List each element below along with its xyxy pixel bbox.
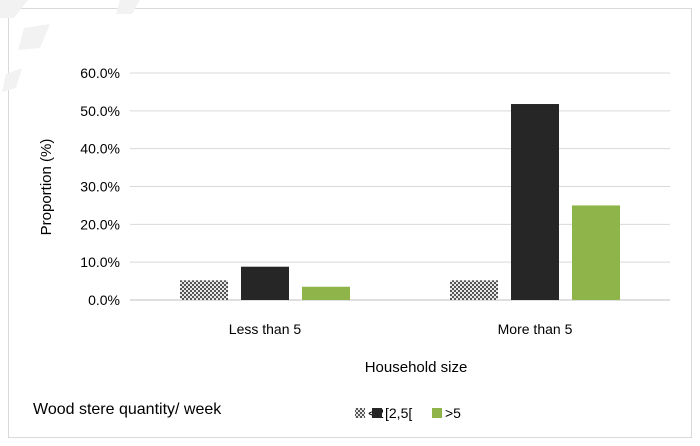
y-tick-label: 20.0% [80, 216, 120, 232]
bar-25-1 [511, 104, 559, 300]
x-tick-label: More than 5 [498, 321, 573, 337]
legend-swatch [372, 408, 382, 418]
legend-label: [2,5[ [385, 405, 412, 421]
y-tick-label: 0.0% [88, 292, 120, 308]
y-tick-label: 60.0% [80, 65, 120, 81]
legend-swatch [432, 408, 442, 418]
bar-2-0 [180, 280, 228, 300]
legend-swatch [355, 408, 365, 418]
x-tick-label: Less than 5 [229, 321, 302, 337]
y-tick-label: 50.0% [80, 103, 120, 119]
bar-25-0 [241, 266, 289, 300]
y-tick-label: 40.0% [80, 141, 120, 157]
legend-label: >5 [445, 405, 461, 421]
y-tick-label: 30.0% [80, 179, 120, 195]
x-axis-label: Household size [365, 359, 468, 376]
legend: <2[2,5[>5 [355, 405, 461, 421]
y-tick-label: 10.0% [80, 254, 120, 270]
y-axis-label: Proportion (%) [38, 139, 55, 236]
bar-2-1 [450, 280, 498, 300]
bars [180, 104, 620, 300]
y-axis-tick-labels: 0.0% 10.0% 20.0% 30.0% 40.0% 50.0% 60.0% [80, 65, 120, 308]
bar-5-0 [302, 286, 350, 300]
legend-title: Wood stere quantity/ week [33, 401, 222, 418]
bar-5-1 [572, 205, 620, 300]
x-axis-tick-labels: Less than 5 More than 5 [229, 321, 573, 337]
